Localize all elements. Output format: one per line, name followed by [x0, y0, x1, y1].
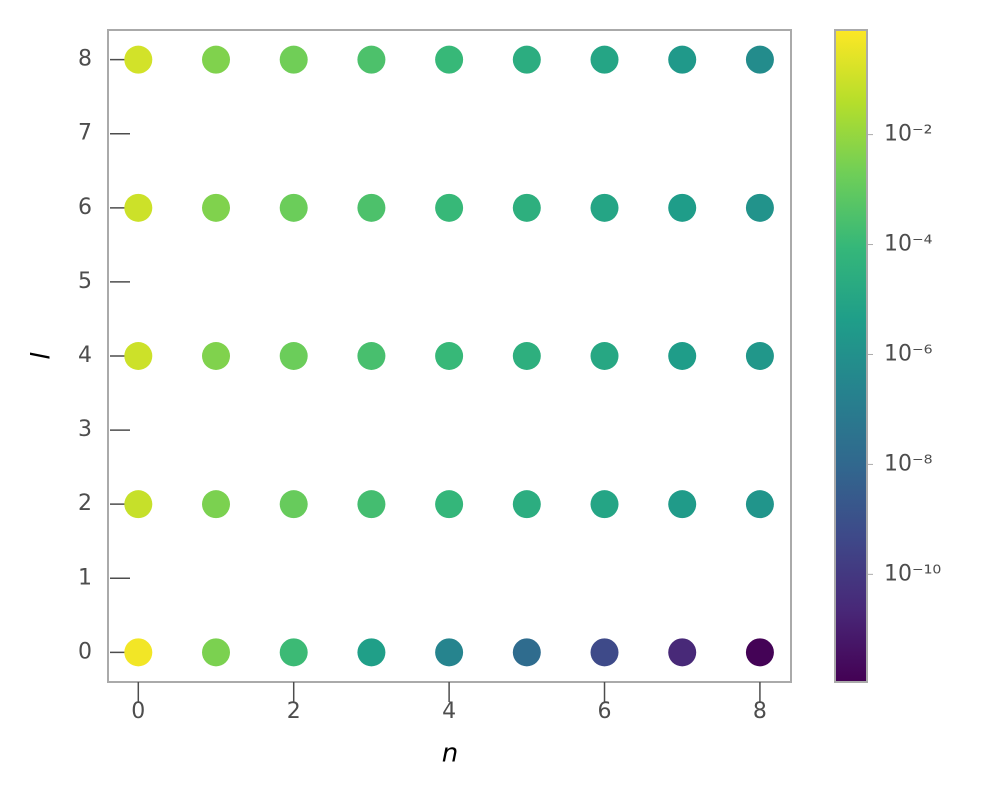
point: [202, 342, 231, 370]
point: [357, 490, 386, 519]
x-axis-label: n: [442, 739, 458, 769]
point: [279, 638, 308, 667]
point: [202, 193, 231, 222]
point: [202, 490, 231, 519]
point: [357, 638, 386, 667]
point: [124, 45, 153, 74]
point: [590, 342, 619, 370]
point: [745, 342, 774, 370]
point: [357, 193, 386, 222]
point: [435, 490, 464, 519]
y-tick-label: 2: [78, 491, 92, 516]
y-tick-label: 4: [78, 343, 92, 368]
colorbar-tick-label: 10⁻⁶: [884, 341, 933, 366]
colorbar-tick-label: 10⁻¹⁰: [884, 561, 941, 586]
point: [668, 638, 697, 667]
point: [668, 193, 697, 222]
point: [745, 638, 774, 667]
point: [512, 490, 541, 519]
point: [357, 45, 386, 74]
point: [745, 193, 774, 222]
y-tick-label: 3: [78, 417, 92, 442]
point: [124, 638, 153, 667]
x-tick-label: 0: [131, 699, 145, 724]
colorbar-tick-label: 10⁻²: [884, 122, 932, 147]
point: [279, 490, 308, 519]
colorbar: [834, 29, 868, 683]
point: [279, 45, 308, 74]
point: [512, 638, 541, 667]
point: [512, 45, 541, 74]
point: [590, 490, 619, 519]
point: [124, 490, 153, 519]
point: [668, 342, 697, 370]
x-tick-label: 2: [287, 699, 301, 724]
point: [279, 193, 308, 222]
y-tick-label: 7: [78, 121, 92, 146]
y-tick-label: 8: [78, 47, 92, 72]
point: [202, 638, 231, 667]
point: [512, 342, 541, 370]
y-tick-label: 6: [78, 195, 92, 220]
point: [435, 638, 464, 667]
point: [435, 45, 464, 74]
x-tick-label: 6: [598, 699, 612, 724]
colorbar-tick-label: 10⁻⁴: [884, 232, 933, 257]
point: [202, 45, 231, 74]
colorbar-tick-label: 10⁻⁸: [884, 451, 933, 476]
x-tick-label: 4: [442, 699, 456, 724]
point: [590, 45, 619, 74]
x-tick-label: 8: [753, 699, 767, 724]
point: [512, 193, 541, 222]
y-tick-label: 1: [78, 565, 92, 590]
point: [745, 45, 774, 74]
point: [435, 342, 464, 370]
point: [435, 193, 464, 222]
point: [279, 342, 308, 370]
point: [590, 193, 619, 222]
point: [668, 490, 697, 519]
point: [590, 638, 619, 667]
y-tick-label: 0: [78, 639, 92, 664]
point: [124, 342, 153, 370]
y-axis-label: l: [27, 352, 57, 360]
y-tick-label: 5: [78, 269, 92, 294]
point: [124, 193, 153, 222]
point: [668, 45, 697, 74]
point: [357, 342, 386, 370]
point: [745, 490, 774, 519]
